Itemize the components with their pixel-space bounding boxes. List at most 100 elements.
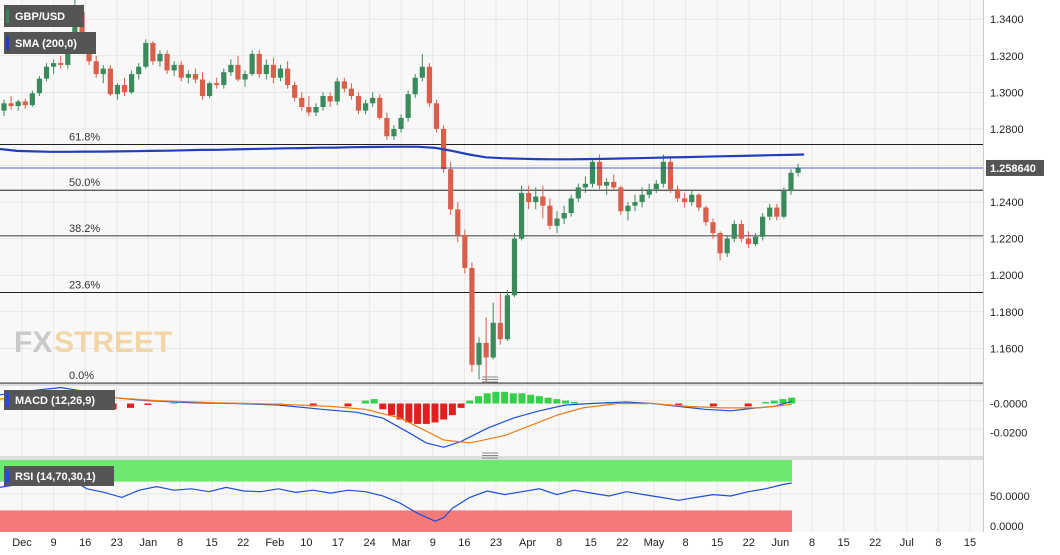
time-tick-label: 10: [300, 537, 312, 549]
candle: [58, 55, 64, 69]
candle: [270, 57, 277, 84]
candle: [150, 41, 156, 65]
macd-tag[interactable]: MACD (12,26,9): [4, 390, 115, 410]
macd-histogram-bar: [457, 403, 465, 408]
candle: [398, 114, 404, 133]
candle: [682, 192, 688, 208]
candle-body: [292, 85, 298, 98]
candle: [632, 194, 638, 212]
sma-200-line: [0, 145, 805, 161]
candle-body: [596, 161, 603, 186]
candle: [781, 187, 787, 219]
candle: [455, 202, 461, 243]
candle-body: [341, 81, 347, 89]
candle: [589, 158, 596, 188]
fib-level-label: 23.6%: [69, 280, 100, 292]
candle: [752, 233, 759, 246]
candle-body: [270, 64, 277, 78]
candle: [164, 50, 170, 75]
time-tick-label: 17: [332, 537, 344, 549]
candle-body: [476, 342, 482, 365]
candle: [221, 68, 227, 89]
candle: [604, 178, 610, 195]
candle-body: [129, 74, 135, 93]
candle: [547, 198, 553, 230]
candle-body: [306, 106, 312, 113]
time-tick-label: 16: [79, 537, 91, 549]
time-tick-label: 8: [935, 537, 941, 549]
symbol-tag-bg: [4, 5, 84, 27]
macd-panel-resize-handle[interactable]: [0, 376, 983, 386]
rsi-tag[interactable]: RSI (14,70,30,1): [4, 466, 114, 486]
candle-body: [36, 78, 43, 94]
candle-body: [362, 103, 369, 111]
candle-body: [646, 189, 652, 195]
candle-body: [561, 213, 567, 219]
candle-body: [299, 97, 305, 107]
candle: [107, 64, 113, 96]
price-tick-label: 1.3000: [990, 87, 1024, 99]
macd-axis: -0.0000 -0.0200: [990, 399, 1027, 440]
candle: [540, 185, 546, 219]
candle-body: [242, 74, 248, 80]
macd-histogram-bar: [762, 402, 770, 404]
vertical-gridlines: [21, 0, 971, 532]
rsi-tag-bg: [4, 466, 114, 486]
macd-histogram-bar: [527, 394, 535, 404]
candle-body: [348, 88, 355, 96]
time-tick-label: 15: [837, 537, 849, 549]
macd-histogram-bar: [518, 393, 526, 404]
candle-body: [547, 205, 553, 226]
candle: [561, 205, 567, 224]
rsi-tick-label: 50.0000: [990, 491, 1030, 503]
candle-body: [370, 97, 376, 104]
candle: [703, 205, 709, 226]
macd-histogram-bar: [535, 396, 543, 404]
macd-histogram-bar: [475, 396, 482, 404]
time-tick-label: 23: [111, 537, 123, 549]
candle: [178, 61, 184, 82]
candle: [129, 70, 135, 95]
candle: [51, 59, 57, 75]
rsi-panel-resize-handle[interactable]: [0, 452, 983, 460]
candle-body: [625, 205, 631, 212]
candle-body: [235, 64, 241, 80]
sma-tag[interactable]: SMA (200,0): [4, 32, 96, 54]
candle: [462, 229, 468, 274]
candle: [724, 234, 730, 257]
macd-histogram-bar: [779, 399, 787, 404]
candle: [674, 185, 681, 203]
candle-body: [554, 218, 560, 226]
candle: [646, 183, 652, 199]
candle-body: [426, 66, 432, 104]
candle: [114, 83, 121, 100]
macd-signal-line: [0, 392, 792, 444]
macd-histogram-bar: [509, 393, 517, 404]
macd-histogram-bar: [422, 403, 430, 424]
candle-body: [767, 207, 773, 217]
candle-body: [412, 77, 418, 95]
candle-body: [611, 181, 617, 188]
candle: [320, 92, 326, 111]
candle-body: [29, 93, 35, 106]
candle-body: [72, 11, 78, 47]
candle-body: [653, 183, 659, 190]
candle: [292, 81, 298, 102]
candle: [207, 81, 213, 98]
candle-body: [249, 53, 255, 75]
candle: [504, 289, 510, 342]
macd-histogram-bar: [744, 403, 752, 407]
candle: [93, 55, 99, 78]
macd-histogram-bar: [709, 403, 717, 407]
macd-histogram-bar: [431, 403, 439, 423]
candle: [611, 174, 617, 192]
macd-histogram-bar: [570, 402, 578, 404]
candle-body: [589, 161, 596, 184]
current-price-value: 1.258640: [990, 163, 1036, 175]
candle-body: [199, 79, 206, 96]
candle-body: [526, 192, 532, 203]
candle-body: [228, 64, 234, 73]
time-tick-label: 8: [177, 537, 183, 549]
horizontal-gridlines: [0, 18, 983, 349]
candle-body: [185, 74, 191, 78]
